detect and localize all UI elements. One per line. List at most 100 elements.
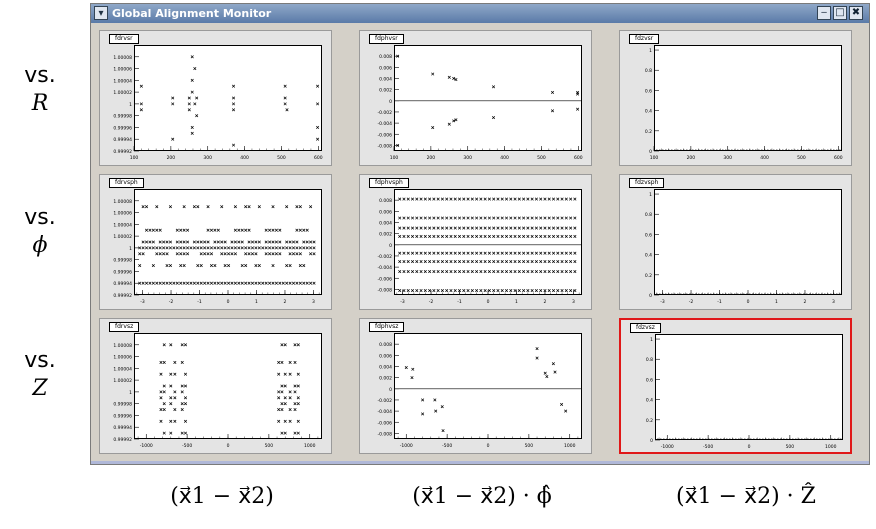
data-point: [410, 234, 415, 238]
data-point: [151, 246, 155, 250]
data-point: [526, 288, 530, 293]
data-point: [496, 288, 500, 293]
data-point: [410, 251, 415, 255]
data-point: [517, 197, 521, 201]
y-tick-label: 0.2: [646, 418, 653, 424]
pad-title: fdrvsph: [109, 178, 144, 188]
data-point: [573, 197, 577, 201]
data-point: [453, 226, 457, 230]
data-point: [466, 197, 470, 201]
pad-fdrvsr[interactable]: fdrvsr 0.99992 0.99994 0.99996 0.99998 1 1.000…: [99, 30, 332, 166]
data-point: [216, 240, 220, 244]
data-point: [186, 252, 190, 256]
data-point: [431, 126, 435, 130]
data-point: [169, 402, 173, 406]
data-point: [436, 216, 440, 220]
window-menu-icon[interactable]: ▾: [94, 6, 108, 20]
data-point: [298, 281, 302, 285]
data-point: [569, 259, 573, 264]
data-point: [257, 281, 261, 285]
data-point: [517, 216, 521, 220]
data-point: [271, 205, 275, 209]
data-point: [312, 246, 316, 250]
data-point: [551, 251, 556, 255]
data-point: [496, 197, 500, 201]
data-point: [189, 246, 193, 250]
data-point: [487, 270, 491, 274]
data-point: [274, 252, 278, 256]
data-point: [144, 205, 149, 209]
data-point: [220, 246, 224, 250]
data-point: [291, 252, 296, 256]
pad-title: fdphvsr: [369, 34, 404, 44]
data-point: [466, 251, 470, 255]
data-point: [396, 54, 400, 58]
data-point: [187, 96, 191, 100]
plot-frame: [134, 333, 322, 439]
y-tick-label: 0.6: [646, 377, 653, 383]
data-point: [199, 281, 203, 285]
data-point: [209, 246, 214, 250]
data-point: [483, 234, 487, 238]
data-point: [162, 402, 166, 406]
data-point: [436, 197, 440, 201]
data-point: [530, 288, 534, 293]
minimize-button[interactable]: ‒: [817, 6, 831, 20]
pad-fdrvsz[interactable]: fdrvsz 0.99992 0.99994 0.99996 0.99998 1 1.000…: [99, 318, 332, 454]
pad-fdzvsz[interactable]: fdzvsz 0 0.2 0.4 0.6 0.8 1 -1000 -500 0 500 1000: [619, 318, 852, 454]
x-tick-label: 500: [265, 443, 274, 449]
data-point: [457, 270, 462, 274]
plot-canvas[interactable]: fdrvsr 0.99992 0.99994 0.99996 0.99998 1 1.000…: [95, 26, 865, 460]
data-point: [271, 246, 275, 250]
data-point: [535, 347, 539, 351]
y-tick-label: 0.006: [379, 353, 392, 359]
data-point: [254, 246, 258, 250]
data-point: [406, 288, 410, 293]
data-point: [158, 228, 162, 232]
y-tick-label: 0.006: [379, 209, 392, 215]
data-point: [547, 216, 551, 220]
data-point: [280, 408, 284, 412]
data-point: [168, 246, 173, 250]
data-point: [220, 281, 224, 285]
data-point: [564, 259, 568, 264]
data-point: [475, 288, 479, 293]
title-bar[interactable]: ▾ Global Alignment Monitor ‒ □ ✖: [91, 4, 869, 23]
data-point: [526, 251, 530, 255]
pad-fdzvsph[interactable]: fdzvsph 0 0.2 0.4 0.6 0.8 1 -3 -2 -1 0 1 2 3: [619, 174, 852, 310]
data-point: [144, 281, 149, 285]
data-point: [504, 251, 509, 255]
data-point: [247, 240, 251, 244]
data-point: [423, 288, 427, 293]
data-point: [547, 197, 551, 201]
x-tick-label: 100: [650, 155, 659, 161]
data-point: [179, 240, 183, 244]
close-button[interactable]: ✖: [849, 6, 863, 20]
pad-fdphvsz[interactable]: fdphvsz -0.008 -0.006 -0.004 -0.002 0 0.002 0.0…: [359, 318, 592, 454]
data-point: [151, 281, 155, 285]
pad-fdrvsph[interactable]: fdrvsph 0.99992 0.99994 0.99996 0.99998 1 1.00…: [99, 174, 332, 310]
data-point: [162, 360, 166, 364]
pad-fdphvsr[interactable]: fdphvsr -0.008 -0.006 -0.004 -0.002 0 0.002 0.0…: [359, 30, 592, 166]
pad-fdzvsr[interactable]: fdzvsr 0 0.2 0.4 0.6 0.8 1 100 200 300 400 500 600: [619, 30, 852, 166]
maximize-button[interactable]: □: [833, 6, 847, 20]
x-tick-label: 500: [277, 155, 286, 161]
data-point: [309, 252, 313, 256]
data-point: [406, 197, 410, 201]
data-point: [261, 281, 265, 285]
data-point: [475, 197, 479, 201]
pad-title: fdzvsph: [629, 178, 665, 188]
col-label-diff-phi: (x⃗1 − x⃗2) · ϕ̂: [412, 484, 552, 509]
data-point: [209, 264, 214, 268]
x-tick-label: 300: [723, 155, 732, 161]
y-tick-label: 1: [650, 337, 653, 343]
data-point: [556, 270, 560, 274]
data-point: [231, 108, 236, 112]
data-point: [453, 251, 457, 255]
data-point: [406, 251, 410, 255]
data-point: [457, 216, 462, 220]
pad-fdphvsph[interactable]: fdphvsph -0.008 -0.006 -0.004 -0.002 0 0.002 0.…: [359, 174, 592, 310]
y-tick-label: 1.00002: [113, 378, 132, 384]
data-point: [295, 205, 299, 209]
y-tick-label: 0.006: [379, 65, 392, 71]
